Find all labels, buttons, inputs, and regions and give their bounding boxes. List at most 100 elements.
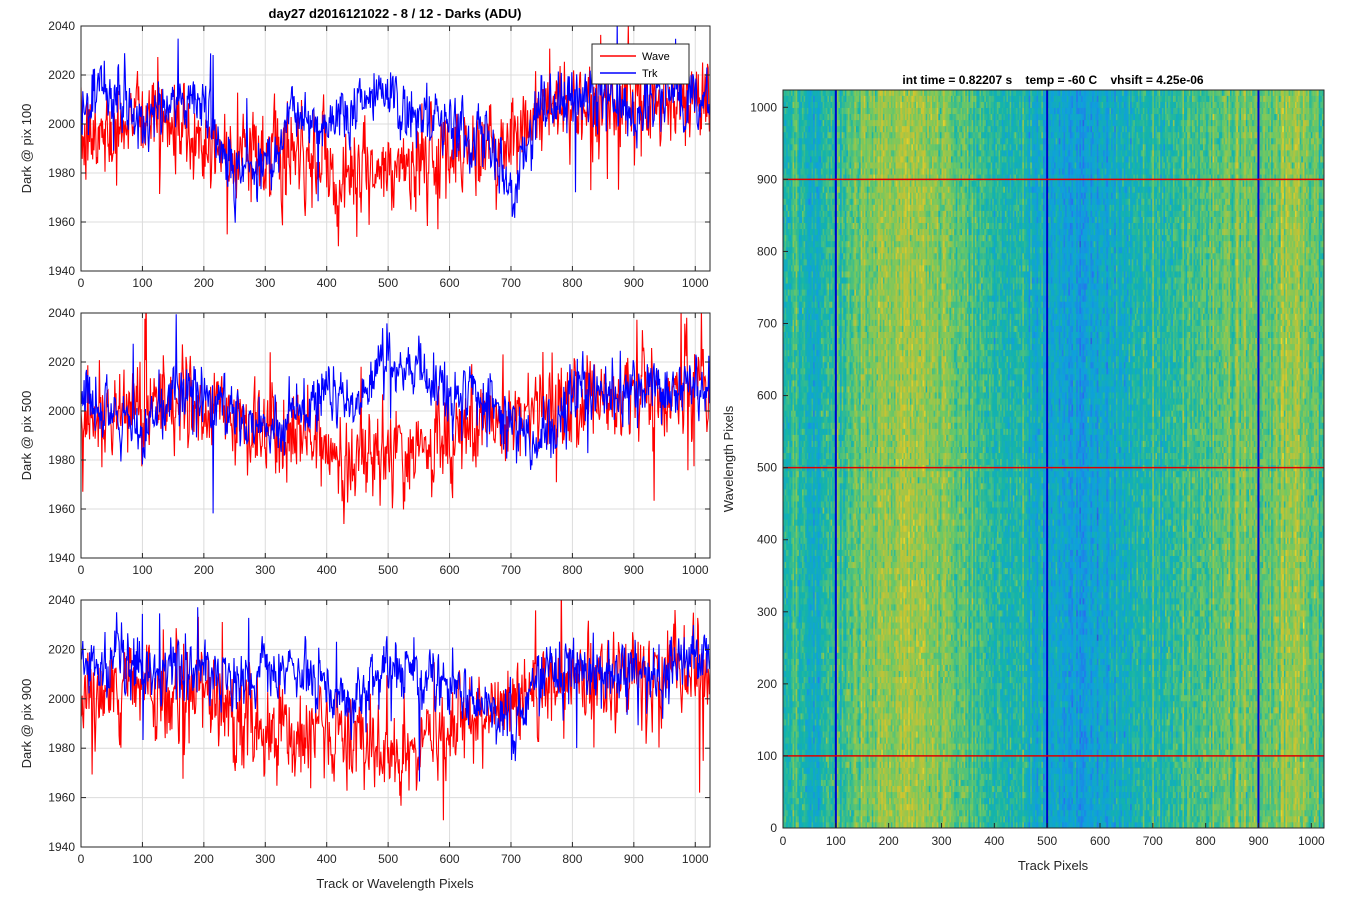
heatmap-cell (806, 640, 809, 647)
heatmap-cell (784, 440, 787, 447)
heatmap-cell (792, 561, 795, 569)
heatmap-cell (797, 476, 800, 484)
heatmap-cell (800, 743, 803, 750)
heatmap-cell (805, 434, 808, 441)
heatmap-cell (792, 410, 795, 417)
heatmap-cell (787, 264, 790, 272)
heatmap-cell (794, 331, 797, 339)
heatmap-cell (802, 277, 804, 284)
heatmap-cell (783, 785, 785, 793)
heatmap-cell (802, 252, 804, 260)
heatmap-cell (794, 694, 797, 702)
heatmap-cell (790, 198, 793, 205)
heatmap-cell (808, 797, 811, 805)
heatmap-cell (802, 585, 804, 593)
heatmap-cell (792, 640, 795, 647)
heatmap-cell (798, 210, 801, 217)
heatmap-cell (797, 452, 800, 460)
heatmap-cell (792, 258, 795, 266)
heatmap-cell (806, 373, 809, 381)
heatmap-cell (786, 373, 789, 381)
heatmap-cell (797, 216, 800, 224)
heatmap-cell (794, 821, 797, 828)
heatmap-cell (809, 694, 812, 702)
heatmap-cell (805, 604, 808, 611)
heatmap-cell (783, 240, 785, 248)
heatmap-cell (805, 228, 808, 236)
heatmap-cell (808, 470, 811, 478)
heatmap-cell (806, 337, 809, 345)
heatmap-cell (789, 168, 792, 175)
heatmap-cell (783, 652, 785, 659)
heatmap-cell (790, 688, 793, 696)
series-lines (81, 313, 710, 525)
heatmap-cell (789, 301, 792, 308)
heatmap-cell (798, 803, 801, 811)
heatmap-cell (803, 410, 806, 417)
heatmap-cell (800, 507, 803, 514)
heatmap-cell (786, 761, 789, 768)
heatmap-cell (786, 731, 789, 738)
heatmap-cell (809, 591, 812, 599)
heatmap-cell (784, 174, 787, 181)
heatmap-cell (783, 258, 785, 266)
heatmap-cell (790, 525, 793, 532)
heatmap-cell (797, 355, 800, 363)
heatmap-cell (783, 507, 785, 514)
heatmap-cell (805, 313, 808, 320)
heatmap-cell (794, 398, 797, 405)
heatmap-cell (797, 343, 800, 351)
heatmap-cell (800, 585, 803, 593)
heatmap-cell (786, 422, 789, 429)
heatmap-cell (808, 458, 811, 466)
heatmap-cell (790, 416, 793, 423)
heatmap-cell (789, 162, 792, 169)
heatmap-cell (790, 731, 793, 738)
heatmap-cell (797, 373, 800, 381)
heatmap-cell (795, 367, 798, 375)
heatmap-cell (800, 452, 803, 460)
heatmap-cell (797, 737, 800, 744)
heatmap-cell (783, 797, 785, 805)
heatmap-cell (808, 434, 811, 441)
heatmap-cell (798, 204, 801, 211)
heatmap-cell (787, 204, 790, 211)
heatmap-cell (792, 731, 795, 738)
heatmap-cell (783, 452, 785, 460)
heatmap-cell (787, 700, 790, 708)
heatmap-cell (789, 422, 792, 429)
heatmap-cell (800, 95, 803, 102)
heatmap-cell (790, 719, 793, 726)
x-tick-label: 500 (378, 276, 398, 290)
heatmap-cell (792, 289, 795, 296)
heatmap-cell (784, 162, 787, 169)
heatmap-cell (790, 137, 793, 145)
heatmap-cell (792, 90, 795, 96)
heatmap-cell (784, 264, 787, 272)
heatmap-cell (808, 289, 811, 296)
heatmap-cell (792, 398, 795, 405)
y-tick-label: 2000 (48, 404, 75, 418)
heatmap-cell (787, 664, 790, 671)
heatmap-cell (797, 392, 800, 399)
heatmap-cell (794, 452, 797, 460)
heatmap-cell (805, 585, 808, 593)
heatmap-cell (803, 180, 806, 187)
heatmap-cell (784, 90, 787, 96)
heatmap-cell (802, 264, 804, 272)
heatmap-cell (790, 815, 793, 823)
heatmap-cell (805, 192, 808, 199)
heatmap-cell (806, 131, 809, 139)
heatmap-cell (786, 198, 789, 205)
heatmap-cell (798, 628, 801, 635)
heatmap-cell (783, 731, 785, 738)
heatmap-cell (806, 555, 809, 563)
heatmap-cell (792, 767, 795, 774)
heatmap-cell (809, 301, 812, 308)
heatmap-cell (783, 131, 785, 139)
heatmap-cell (808, 137, 811, 145)
heatmap-cell (803, 416, 806, 423)
heatmap-cell (802, 258, 804, 266)
heatmap-cell (789, 416, 792, 423)
